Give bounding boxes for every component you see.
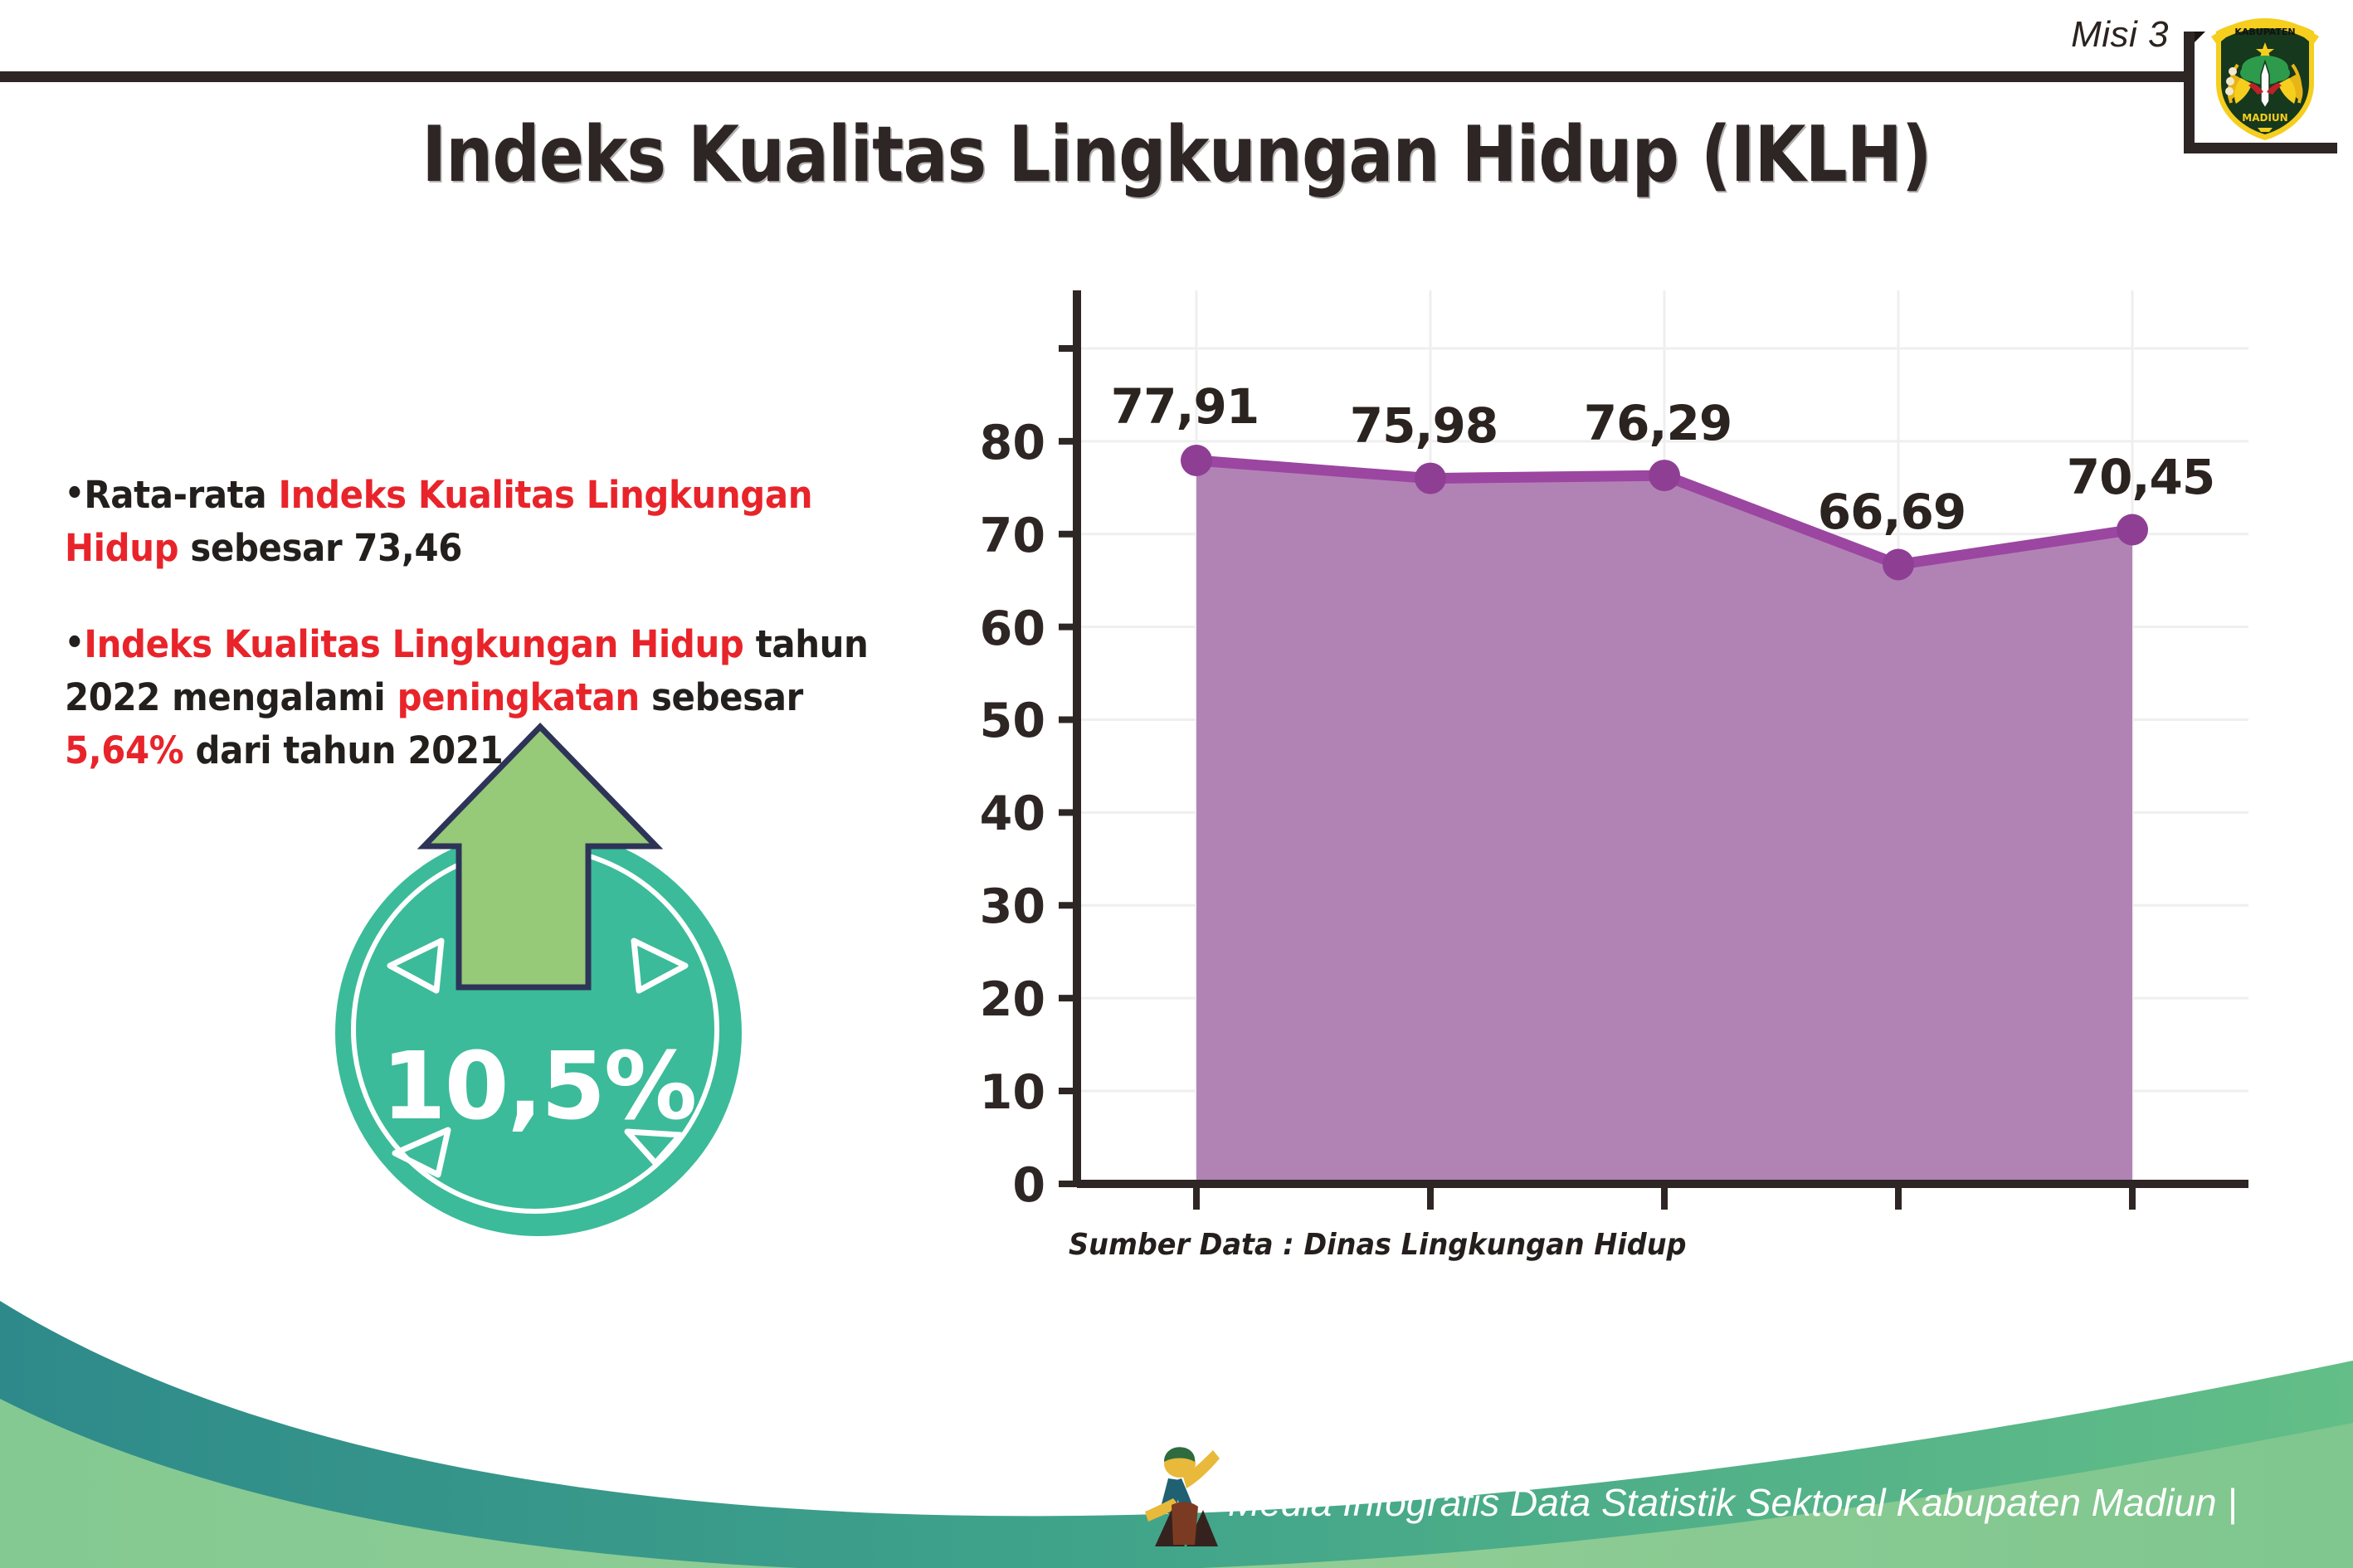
svg-text:MADIUN: MADIUN <box>2242 112 2287 124</box>
data-point-labels: 77,91 75,98 76,29 66,69 70,45 <box>1111 378 2215 540</box>
media-infografis-logo <box>1145 1447 1220 1546</box>
increase-badge: 10,5% <box>335 722 742 1236</box>
data-point-2019 <box>1415 462 1446 494</box>
bullet-text-1-2: peningkatan <box>397 674 641 719</box>
data-label-2022: 70,45 <box>2067 449 2214 505</box>
data-label-2018: 77,91 <box>1111 378 1259 435</box>
y-tick-label: 60 <box>980 601 1045 656</box>
svg-text:KABUPATEN: KABUPATEN <box>2234 27 2295 37</box>
footer-caption: Media Infografis Data Statistik Sektoral… <box>1228 1481 2238 1524</box>
y-tick-label: 20 <box>980 972 1045 1027</box>
y-tick-marks <box>1059 345 1079 1187</box>
footer-wave <box>0 1301 2353 1568</box>
bullet-text-1-3: sebesar <box>639 674 803 719</box>
badge-tick-top-left <box>387 937 445 994</box>
data-point-2021 <box>1883 548 1914 581</box>
y-tick-label: 70 <box>980 509 1045 563</box>
bullet-list: •Rata-rata Indeks Kualitas Lingkungan Hi… <box>65 469 944 820</box>
y-tick-label: 40 <box>980 786 1045 841</box>
list-item: •Rata-rata Indeks Kualitas Lingkungan Hi… <box>65 469 883 575</box>
x-tick-marks <box>1193 1184 2136 1210</box>
badge-tick-bottom-left <box>392 1127 451 1178</box>
series-markers <box>1181 445 2148 581</box>
bullet-text-1-1: tahun 2022 mengalami <box>65 621 869 719</box>
list-item: •Indeks Kualitas Lingkungan Hidup tahun … <box>65 618 883 777</box>
bullet-text-0-0: Rata-rata <box>84 473 279 517</box>
data-point-2022 <box>2117 514 2148 546</box>
bullet-text-0-1: Indeks Kualitas Lingkungan Hidup <box>65 473 813 570</box>
y-tick-label: 10 <box>980 1065 1045 1120</box>
header-bracket-horizontal <box>2184 143 2337 153</box>
data-point-2020 <box>1649 460 1680 492</box>
header-rule <box>0 71 2195 82</box>
header-bracket-vertical <box>2184 32 2205 153</box>
area-fill <box>1196 460 2132 1184</box>
kabupaten-madiun-logo: KABUPATEN MADIUN <box>2211 18 2319 140</box>
badge-tick-bottom-right <box>624 1128 684 1166</box>
page-title: Indeks Kualitas Lingkungan Hidup (IKLH) <box>421 110 1932 199</box>
chart-source-note: Sumber Data : Dinas Lingkungan Hidup <box>1069 1228 1687 1262</box>
data-label-2019: 75,98 <box>1350 397 1498 454</box>
bullet-marker: • <box>65 623 85 662</box>
y-tick-label: 50 <box>980 694 1045 748</box>
data-label-2020: 76,29 <box>1584 395 1732 451</box>
bullet-text-0-2: sebesar 73,46 <box>178 525 462 570</box>
data-label-2021: 66,69 <box>1818 484 1966 540</box>
bullet-text-1-0: Indeks Kualitas Lingkungan Hidup <box>84 621 744 666</box>
bullet-text-1-4: 5,64% <box>65 728 184 772</box>
iklh-area-chart: 0 10 20 30 40 50 60 70 80 2018 2019 2020… <box>954 274 2315 1211</box>
bullet-marker: • <box>65 475 85 513</box>
y-tick-label: 30 <box>980 879 1045 934</box>
badge-tick-top-right <box>631 937 689 994</box>
misi-label: Misi 3 <box>2071 14 2169 55</box>
badge-value: 10,5% <box>381 1033 698 1141</box>
data-point-2018 <box>1181 445 1212 476</box>
y-tick-label: 80 <box>980 416 1045 470</box>
arrow-up-icon <box>417 722 664 991</box>
y-tick-label: 0 <box>1012 1158 1045 1211</box>
bullet-text-1-5: dari tahun 2021 <box>183 728 504 772</box>
y-axis-tick-labels: 0 10 20 30 40 50 60 70 80 <box>980 416 1045 1211</box>
